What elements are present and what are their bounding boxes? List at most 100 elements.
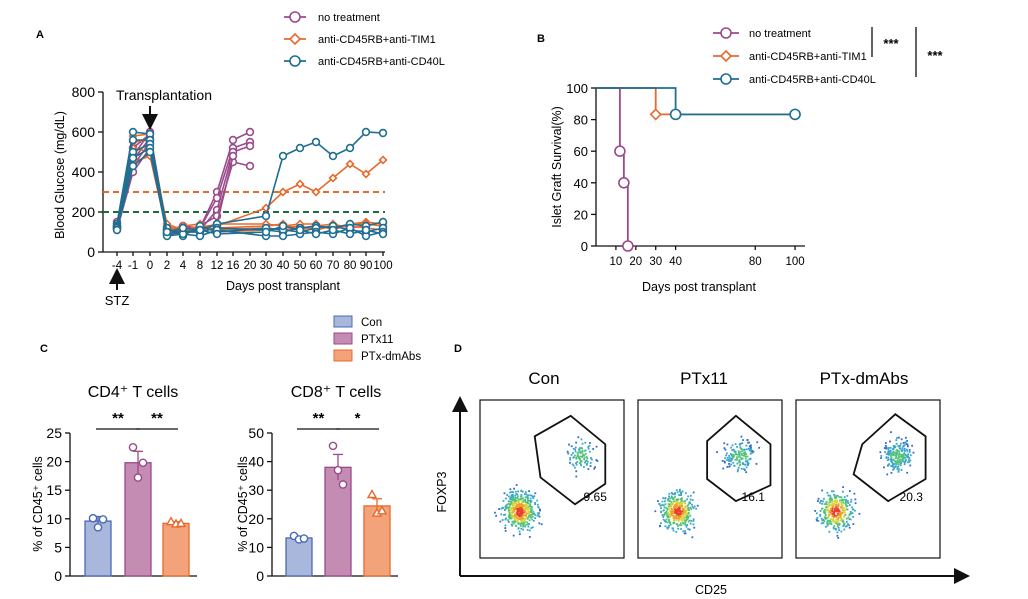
- flow-event: [841, 499, 844, 502]
- plot-area-b: 0 20 40 60 80 100 10 20 30 40 80 100: [566, 81, 805, 268]
- flow-event: [895, 462, 898, 465]
- flow-event: [825, 503, 828, 506]
- flow-event: [908, 451, 911, 453]
- flow-event: [849, 510, 852, 513]
- flow-event: [508, 514, 511, 517]
- flow-event: [885, 453, 888, 456]
- flow-event: [507, 520, 510, 522]
- data-point: [88, 513, 98, 523]
- data-point: [338, 480, 348, 489]
- flow-event: [505, 497, 507, 500]
- flow-event: [819, 501, 821, 504]
- flow-event: [666, 507, 669, 510]
- sig-label-c: **: [151, 410, 163, 427]
- flow-event: [687, 511, 690, 514]
- flow-event: [686, 524, 688, 526]
- flow-event: [831, 507, 834, 510]
- flow-event: [899, 442, 902, 445]
- flow-event: [674, 517, 677, 519]
- y-tick-label-c: 15: [46, 482, 62, 498]
- flow-event: [667, 515, 670, 518]
- flow-event: [587, 446, 590, 448]
- series-point: [328, 151, 338, 161]
- flow-event: [520, 527, 523, 530]
- flow-event: [519, 513, 522, 515]
- flow-event: [538, 522, 541, 525]
- flow-event: [893, 446, 895, 449]
- flow-event: [685, 509, 688, 512]
- flow-event: [844, 513, 847, 516]
- flow-event: [741, 448, 743, 451]
- flow-event: [510, 502, 513, 504]
- flow-event: [517, 510, 520, 513]
- flow-event: [680, 524, 683, 527]
- flow-event: [889, 454, 892, 457]
- flow-event: [823, 508, 826, 511]
- flow-event: [575, 456, 578, 459]
- series-point: [261, 211, 271, 221]
- flow-event: [726, 443, 729, 446]
- flow-event: [824, 516, 827, 519]
- flow-event: [509, 497, 512, 500]
- series-point: [128, 127, 138, 137]
- flow-event: [514, 507, 517, 510]
- flow-event: [722, 467, 725, 470]
- flow-event: [831, 503, 834, 506]
- flow-event: [895, 453, 898, 455]
- flow-event: [838, 512, 841, 515]
- flow-event: [674, 503, 677, 506]
- flow-event: [890, 465, 893, 467]
- flow-event: [536, 503, 539, 506]
- flow-event: [524, 499, 527, 502]
- flow-event: [533, 512, 535, 515]
- flow-event: [510, 517, 513, 520]
- flow-event: [517, 509, 519, 512]
- flow-event: [903, 444, 906, 447]
- flow-event: [583, 449, 586, 452]
- flow-event: [678, 524, 681, 526]
- flow-event: [836, 523, 839, 525]
- flow-event: [898, 452, 901, 455]
- ylabel-b: Islet Graft Survival(%): [550, 106, 564, 228]
- flow-event: [886, 473, 889, 476]
- flow-event: [748, 458, 751, 461]
- flow-event: [520, 490, 523, 492]
- flow-event: [685, 512, 688, 515]
- flow-event: [678, 507, 681, 509]
- flow-event: [838, 516, 841, 519]
- flow-event: [741, 442, 744, 445]
- flow-event: [736, 462, 739, 465]
- flow-event: [668, 524, 670, 527]
- flow-event: [523, 518, 525, 520]
- flow-event: [846, 505, 849, 507]
- flow-plot-frame: [637, 399, 783, 559]
- flow-event: [695, 507, 698, 510]
- flow-event: [836, 510, 838, 513]
- flow-event: [516, 503, 519, 506]
- flow-event: [522, 522, 525, 525]
- flow-event: [899, 447, 901, 450]
- y-tick-label-c: 50: [248, 425, 264, 441]
- series-point: [261, 227, 271, 237]
- chart-c1-title: CD4⁺ T cells: [88, 384, 179, 401]
- flow-event: [904, 454, 907, 457]
- flow-event: [522, 524, 525, 527]
- flow-event: [832, 515, 835, 518]
- x-tick-label-a: 2: [164, 260, 170, 272]
- flow-event: [736, 456, 738, 459]
- flow-event: [898, 460, 901, 462]
- flow-event: [883, 447, 886, 449]
- flow-event: [833, 493, 835, 496]
- flow-event: [880, 455, 883, 457]
- flow-event: [909, 454, 912, 457]
- flow-event: [666, 514, 669, 517]
- survival-marker: [649, 108, 662, 121]
- flow-event: [658, 503, 661, 506]
- flow-event: [502, 500, 505, 502]
- flow-event: [665, 507, 668, 510]
- flow-event: [895, 442, 898, 445]
- flow-event: [528, 529, 531, 532]
- flow-event: [679, 502, 681, 505]
- flow-event: [829, 520, 831, 523]
- flow-event: [517, 490, 520, 493]
